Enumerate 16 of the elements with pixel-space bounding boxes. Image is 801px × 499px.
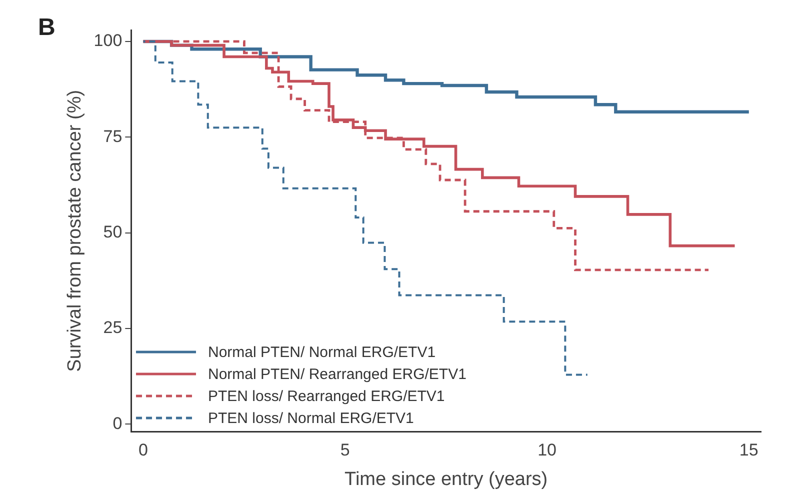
legend-label: PTEN loss/ Rearranged ERG/ETV1 [208,388,445,404]
x-tick-label: 5 [340,440,350,460]
x-axis-title: Time since entry (years) [344,468,548,490]
y-tick-label: 25 [103,318,122,338]
legend-label: Normal PTEN/ Rearranged ERG/ETV1 [208,366,466,382]
y-axis-title: Survival from prostate cancer (%) [64,90,86,372]
x-tick-label: 10 [538,440,556,460]
legend-label: Normal PTEN/ Normal ERG/ETV1 [208,344,436,360]
y-tick-label: 50 [103,222,122,242]
x-tick-label: 15 [739,440,758,460]
legend-label: PTEN loss/ Normal ERG/ETV1 [208,410,414,426]
y-tick-label: 0 [112,414,122,433]
y-tick-label: 100 [94,31,122,50]
text: B [38,14,56,42]
y-tick-label: 75 [103,126,122,146]
x-tick-label: 0 [138,440,148,460]
